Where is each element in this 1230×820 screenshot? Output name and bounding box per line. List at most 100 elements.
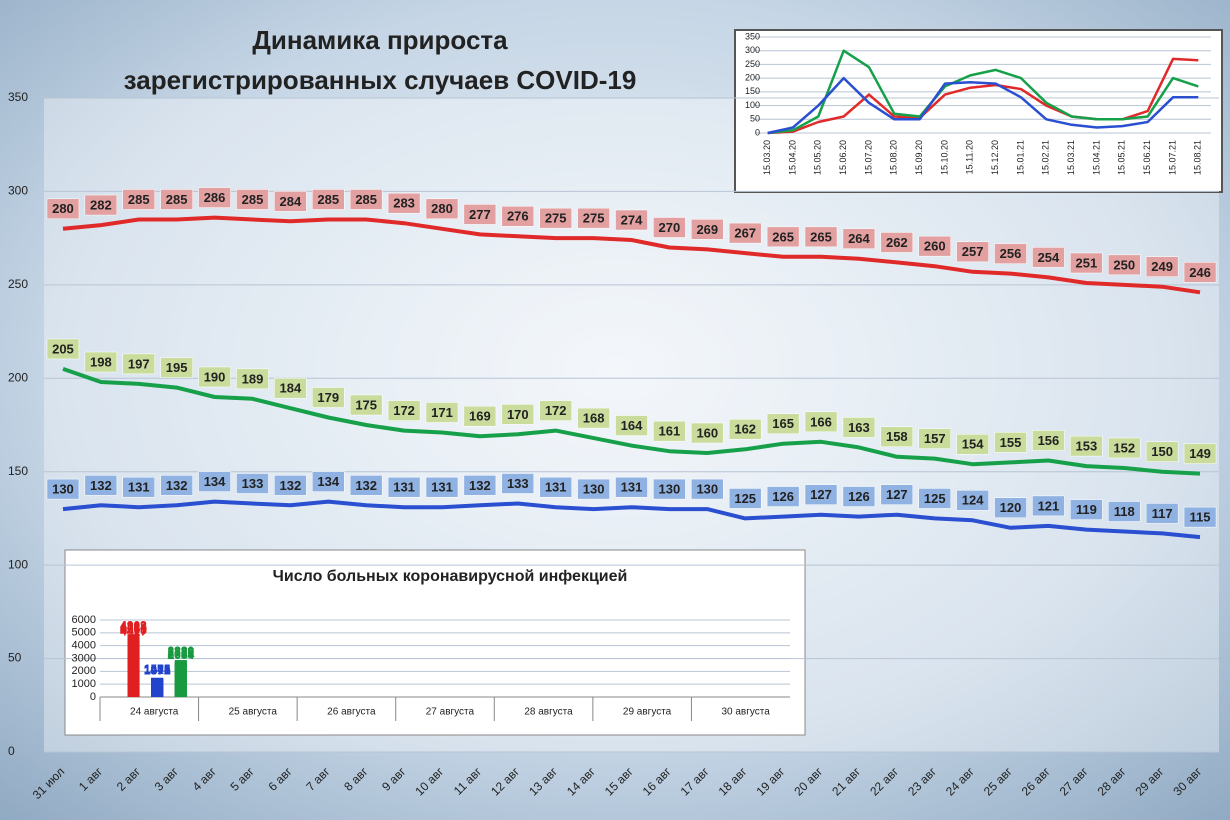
- data-label: 126: [772, 489, 794, 504]
- data-label-box: [842, 486, 876, 507]
- x-tick-label: 15.10.20: [939, 140, 949, 175]
- data-label: 1376: [144, 664, 171, 678]
- data-label-box: [615, 476, 648, 498]
- data-label-box: [653, 217, 686, 238]
- data-label: 250: [1113, 257, 1135, 272]
- data-label: 124: [962, 493, 984, 508]
- data-label: 2670: [167, 647, 194, 661]
- x-tick-label: 15.06.21: [1142, 140, 1152, 175]
- data-label: 162: [734, 422, 756, 437]
- data-label-box: [728, 419, 762, 440]
- data-label-box: [160, 475, 193, 496]
- data-label: 132: [166, 478, 188, 493]
- data-label-box: [236, 189, 269, 210]
- data-label: 160: [696, 425, 718, 440]
- data-label: 1372: [144, 664, 171, 678]
- data-label: 127: [810, 487, 832, 502]
- data-label-box: [880, 484, 914, 505]
- data-label: 119: [1076, 502, 1097, 517]
- data-label-box: [1107, 437, 1141, 459]
- series-line: [767, 76, 1199, 135]
- data-label: 175: [355, 397, 377, 412]
- data-label-box: [1070, 499, 1103, 520]
- data-label: 168: [583, 411, 605, 426]
- data-label: 262: [886, 235, 908, 250]
- data-label-box: [994, 243, 1027, 264]
- data-label-box: [1107, 501, 1141, 522]
- data-label-box: [1070, 252, 1103, 274]
- inset-bar-panel: [64, 549, 806, 736]
- series-line: [767, 49, 1199, 135]
- data-label: 265: [772, 229, 794, 244]
- data-label: 156: [1038, 433, 1060, 448]
- data-label-box: [312, 387, 345, 408]
- data-label: 285: [317, 192, 339, 207]
- data-label: 149: [1189, 446, 1211, 461]
- data-label-box: [160, 357, 193, 378]
- data-label: 125: [924, 491, 946, 506]
- data-label: 280: [431, 201, 453, 216]
- data-label-box: [804, 411, 838, 433]
- data-label-box: [804, 226, 838, 248]
- data-label-box: [1107, 254, 1141, 276]
- data-label-box: [653, 420, 686, 442]
- data-label-box: [842, 228, 876, 249]
- data-label-box: [577, 407, 610, 429]
- data-label: 1415: [144, 663, 171, 677]
- y-tick-label: 1000: [72, 678, 96, 690]
- data-label: 285: [242, 192, 264, 207]
- data-label: 132: [469, 478, 491, 493]
- data-label: 189: [242, 371, 264, 386]
- y-tick-label: 350: [745, 31, 760, 41]
- x-tick-label: 15.02.21: [1041, 140, 1051, 175]
- data-label-box: [842, 417, 876, 438]
- data-label-box: [766, 413, 800, 434]
- data-label-box: [46, 338, 80, 360]
- data-label: 153: [1075, 439, 1097, 454]
- data-label-box: [501, 404, 535, 425]
- y-tick-label: 150: [745, 86, 760, 96]
- data-label: 274: [621, 212, 643, 227]
- data-label-box: [46, 198, 80, 220]
- y-tick-label: 100: [745, 100, 760, 110]
- data-label: 165: [772, 416, 794, 431]
- data-label-box: [122, 189, 156, 210]
- y-tick-label: 250: [8, 277, 28, 291]
- chart-title: Динамика прироста: [252, 25, 508, 55]
- data-label: 120: [1000, 500, 1022, 515]
- data-label-box: [160, 189, 193, 210]
- x-tick-label: 15.09.20: [914, 140, 924, 175]
- data-label-box: [577, 478, 610, 500]
- data-label: 284: [280, 194, 302, 209]
- data-label-box: [1032, 247, 1065, 268]
- data-label: 133: [242, 476, 264, 491]
- y-tick-label: 2000: [72, 665, 96, 677]
- y-tick-label: 200: [745, 73, 760, 83]
- data-label-box: [615, 415, 648, 436]
- data-label-box: [1032, 495, 1065, 517]
- data-label: 133: [507, 476, 529, 491]
- data-label-box: [918, 488, 951, 509]
- x-tick-label: 15.05.20: [813, 140, 823, 175]
- data-label-box: [1183, 443, 1217, 464]
- data-label-box: [691, 219, 724, 240]
- data-label: 1371: [144, 664, 171, 678]
- data-label-box: [653, 478, 686, 500]
- data-label: 1501: [144, 662, 171, 676]
- data-label: 132: [355, 478, 377, 493]
- data-label: 166: [810, 414, 832, 429]
- data-label-box: [918, 428, 951, 449]
- data-label: 276: [507, 209, 529, 224]
- data-label: 115: [1190, 510, 1211, 525]
- data-label: 198: [90, 354, 112, 369]
- data-label: 131: [621, 480, 643, 495]
- data-label: 171: [431, 405, 453, 420]
- data-label-box: [501, 206, 535, 227]
- data-label-box: [1145, 441, 1179, 462]
- x-tick-label: 30 августа: [721, 707, 770, 718]
- data-label: 130: [583, 482, 605, 497]
- data-label-box: [1145, 256, 1179, 277]
- data-label: 126: [848, 489, 870, 504]
- data-label: 172: [545, 403, 567, 418]
- x-tick-label: 15.01.21: [1015, 140, 1025, 175]
